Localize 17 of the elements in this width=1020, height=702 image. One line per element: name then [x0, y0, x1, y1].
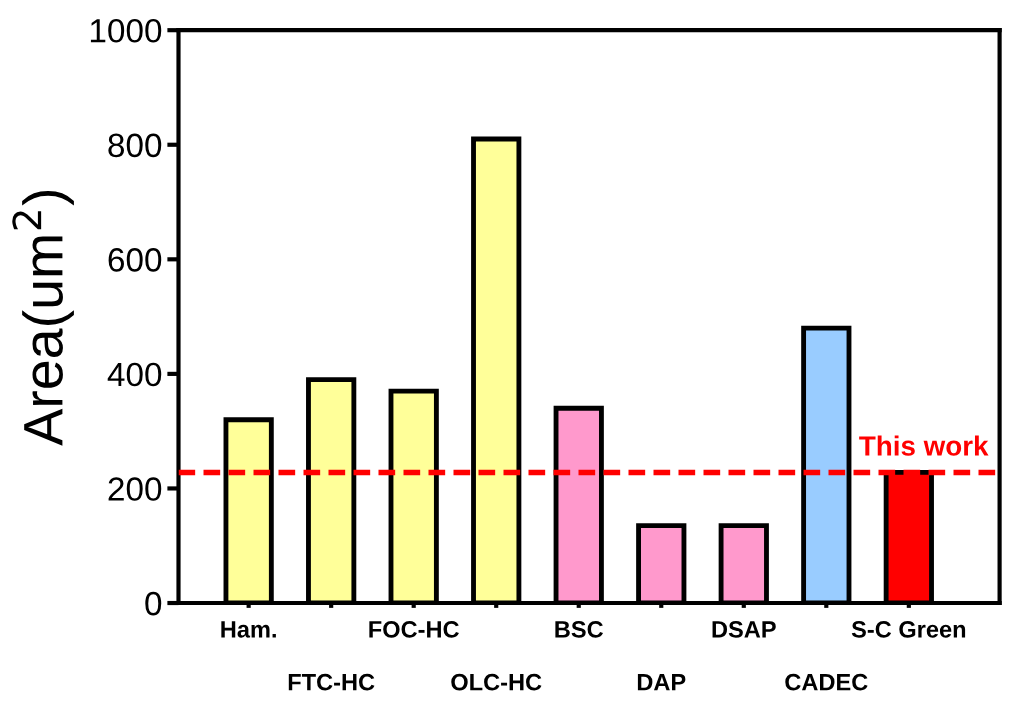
y-tick-label: 600 [108, 248, 162, 272]
x-tick-label: CADEC [785, 673, 868, 691]
y-tick-label: 1000 [90, 18, 162, 43]
x-tick-label: Ham. [221, 621, 276, 638]
x-tick-label: S-C Green [851, 621, 966, 638]
x-tick-label: FTC-HC [288, 673, 375, 691]
y-tick-label: 0 [145, 591, 162, 616]
y-axis-title: Area(um$^{2}$) [12, 190, 74, 446]
x-tick-label: OLC-HC [451, 673, 542, 691]
x-tick-label: DSAP [712, 621, 776, 638]
y-tick-label: 400 [107, 362, 162, 387]
y-tick-label: 800 [108, 133, 162, 158]
y-tick-label: 200 [108, 477, 162, 501]
x-tick-label: DAP [637, 674, 686, 691]
x-tick-label: FOC-HC [369, 621, 459, 638]
ref-line-label: This work [859, 435, 989, 456]
x-tick-label: BSC [555, 621, 604, 638]
